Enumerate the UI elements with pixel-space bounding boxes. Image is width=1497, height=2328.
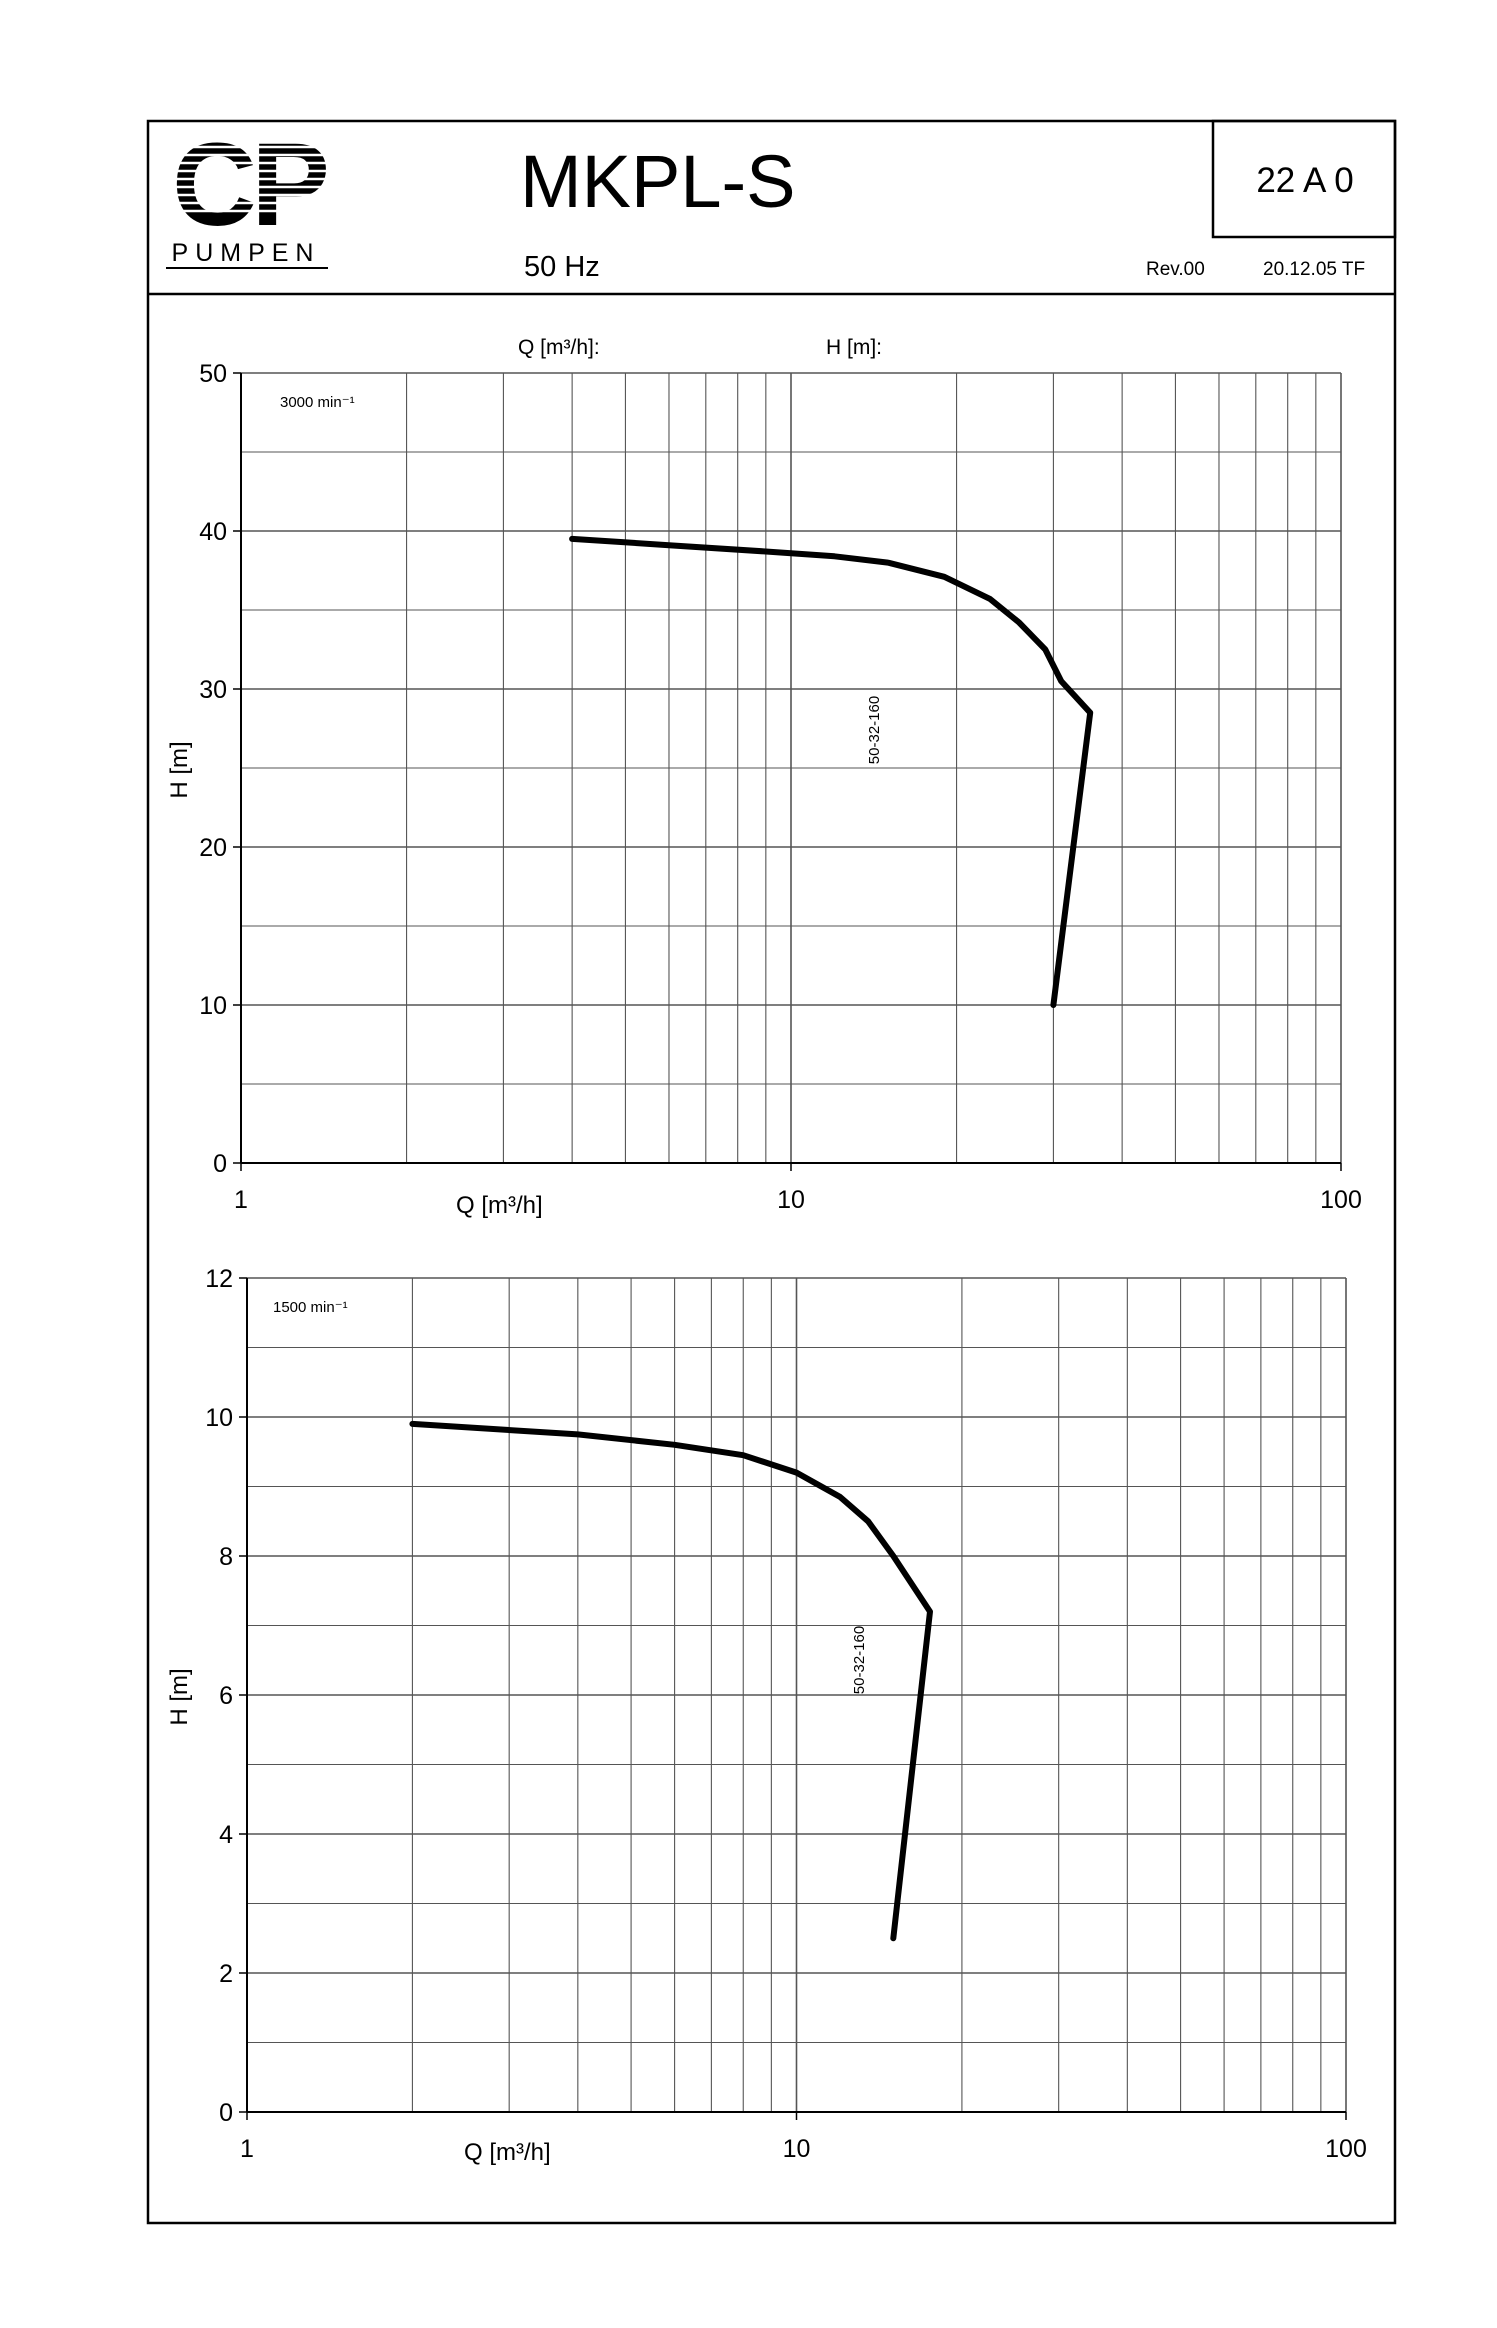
data-point bbox=[1089, 712, 1091, 714]
data-point bbox=[411, 1423, 413, 1425]
data-point bbox=[1018, 622, 1020, 624]
speed-label: 1500 min⁻¹ bbox=[273, 1299, 348, 1316]
data-point bbox=[1060, 680, 1062, 682]
y-tick-label: 8 bbox=[219, 1543, 233, 1571]
x-tick-label: 10 bbox=[777, 1186, 805, 1214]
data-point bbox=[839, 1496, 841, 1498]
chart-ticks: 0 2 4 6 8 10 12 1 10 100 bbox=[205, 1265, 1367, 2163]
x-tick-label: 1 bbox=[234, 1186, 248, 1214]
svg-text:CP: CP bbox=[172, 119, 326, 251]
chart-grid bbox=[240, 372, 1342, 1164]
data-point bbox=[765, 551, 767, 552]
y-tick-label: 12 bbox=[205, 1265, 233, 1293]
cp-pumpen-logo: CP PUMPEN bbox=[165, 119, 335, 269]
date-author-label: 20.12.05 TF bbox=[1263, 259, 1365, 280]
y-tick-label: 50 bbox=[199, 360, 227, 388]
speed-label: 3000 min⁻¹ bbox=[280, 394, 355, 411]
page-title: MKPL-S bbox=[520, 140, 796, 223]
data-point bbox=[577, 1433, 579, 1435]
data-point bbox=[674, 1444, 676, 1446]
data-point bbox=[571, 538, 573, 540]
data-point bbox=[1044, 649, 1046, 650]
x-tick-label: 100 bbox=[1325, 2135, 1367, 2163]
chart-ticks: 0 10 20 30 40 50 1 10 100 bbox=[199, 360, 1362, 1214]
y-tick-label: 30 bbox=[199, 676, 227, 704]
series-line bbox=[409, 1420, 933, 1942]
data-point bbox=[1052, 1004, 1054, 1006]
y-tick-label: 0 bbox=[219, 2099, 233, 2127]
data-point bbox=[943, 576, 945, 578]
data-point bbox=[742, 1454, 744, 1456]
data-point bbox=[867, 1520, 869, 1522]
doc-number: 22 A 0 bbox=[1256, 161, 1353, 200]
series-line bbox=[569, 535, 1094, 1008]
chart-1500-rpm: 0 2 4 6 8 10 12 1 10 100 Q [m³/h] H [m] 1500 min⁻… bbox=[166, 1265, 1367, 2166]
y-tick-label: 10 bbox=[205, 1404, 233, 1432]
y-axis-label: H [m] bbox=[166, 741, 193, 798]
y-tick-label: 4 bbox=[219, 1821, 233, 1849]
logo-wordmark: PUMPEN bbox=[172, 239, 321, 267]
h-header-label: H [m]: bbox=[826, 336, 882, 359]
series-label: 50-32-160 bbox=[866, 696, 883, 764]
x-axis-label: Q [m³/h] bbox=[456, 1192, 543, 1219]
sheet-frame bbox=[146, 119, 1397, 2225]
pump-curve bbox=[569, 535, 1094, 1008]
pump-curve bbox=[409, 1420, 933, 1942]
y-tick-label: 10 bbox=[199, 992, 227, 1020]
data-point bbox=[892, 1937, 894, 1939]
chart-grid bbox=[246, 1277, 1347, 2113]
y-tick-label: 20 bbox=[199, 834, 227, 862]
data-point bbox=[796, 1472, 797, 1474]
data-point bbox=[989, 598, 991, 600]
chart-3000-rpm: 0 10 20 30 40 50 1 10 100 Q [m³/h] H [m] 3000 mi… bbox=[166, 360, 1362, 1219]
frequency-subtitle: 50 Hz bbox=[524, 251, 600, 283]
data-point bbox=[887, 562, 889, 564]
y-tick-label: 6 bbox=[219, 1682, 233, 1710]
y-axis-label: H [m] bbox=[166, 1668, 193, 1725]
q-header-label: Q [m³/h]: bbox=[518, 336, 600, 359]
y-tick-label: 0 bbox=[213, 1150, 227, 1178]
y-tick-label: 2 bbox=[219, 1960, 233, 1988]
x-axis-label: Q [m³/h] bbox=[464, 2139, 551, 2166]
data-point bbox=[892, 1555, 894, 1557]
data-point bbox=[834, 555, 835, 557]
doc-number-box bbox=[1211, 119, 1397, 239]
cp-logo-mark-icon: CP bbox=[165, 119, 335, 251]
series-label: 50-32-160 bbox=[851, 1626, 868, 1694]
revision-label: Rev.00 bbox=[1146, 259, 1205, 280]
data-point bbox=[929, 1611, 931, 1613]
data-point bbox=[668, 544, 670, 546]
x-tick-label: 100 bbox=[1320, 1186, 1362, 1214]
x-tick-label: 1 bbox=[240, 2135, 254, 2163]
x-tick-label: 10 bbox=[783, 2135, 811, 2163]
y-tick-label: 40 bbox=[199, 518, 227, 546]
